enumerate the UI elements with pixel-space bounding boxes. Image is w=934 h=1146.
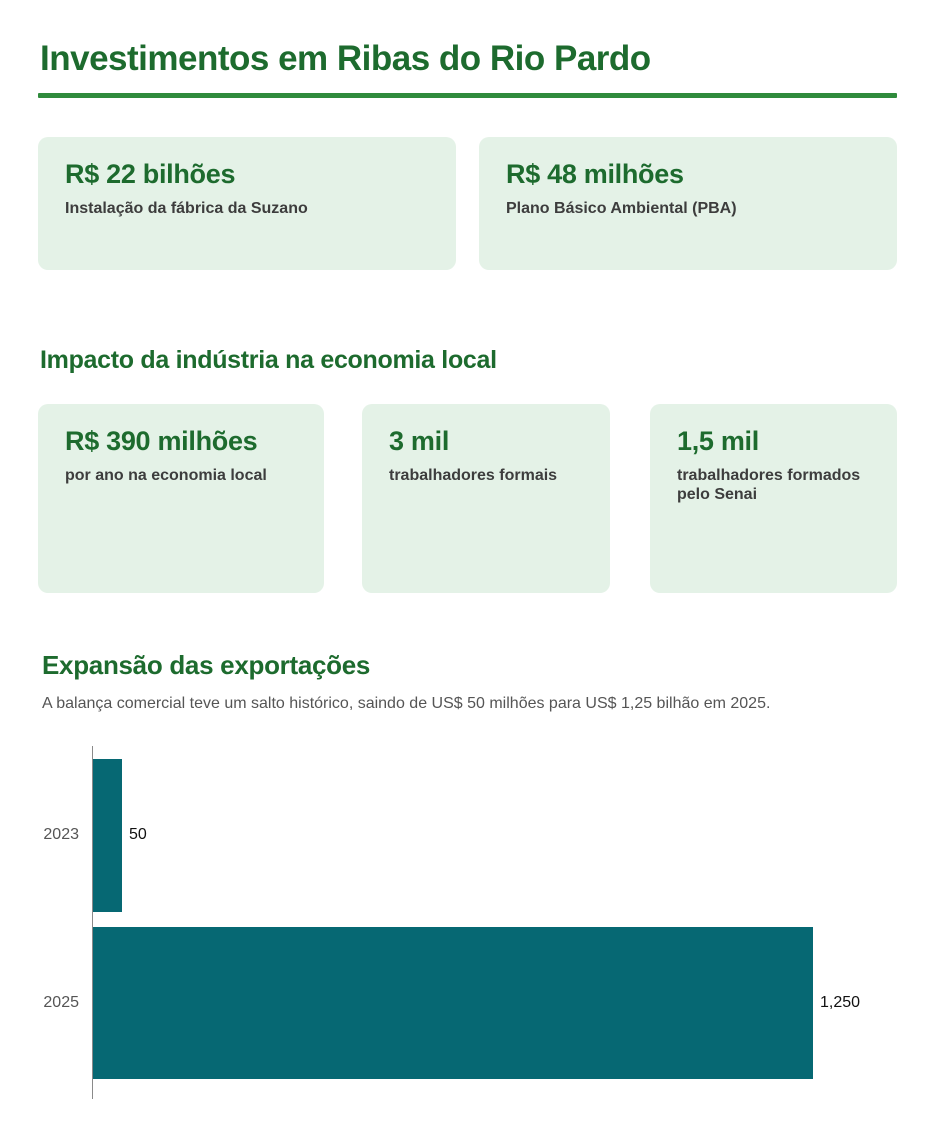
chart-row-2025: 2025 1,250 (38, 926, 897, 1079)
card-value: R$ 390 milhões (65, 426, 258, 457)
card-value: R$ 22 bilhões (65, 158, 236, 189)
card-label: por ano na economia local (65, 467, 267, 485)
card-value: 3 mil (389, 426, 450, 457)
investment-cards-row: R$ 22 bilhões Instalação da fábrica da S… (38, 136, 897, 270)
impact-section-heading: Impacto da indústria na economia local (40, 345, 497, 374)
exports-bar-chart: 2023 50 2025 1,250 (38, 745, 897, 1099)
card-label: Plano Básico Ambiental (PBA) (506, 199, 737, 217)
chart-bar-2025 (93, 926, 813, 1079)
chart-category-label: 2025 (43, 993, 79, 1011)
exports-subtitle: A balança comercial teve um salto histór… (42, 695, 771, 713)
infographic-page: Investimentos em Ribas do Rio Pardo R$ 2… (0, 39, 934, 1099)
chart-bar-2023 (93, 758, 122, 912)
chart-axis-line (92, 745, 93, 1099)
impact-card-senai: 1,5 mil trabalhadores formados pelo Sena… (650, 404, 897, 594)
impact-card-economy: R$ 390 milhões por ano na economia local (38, 404, 324, 594)
page-title: Investimentos em Ribas do Rio Pardo (40, 39, 651, 78)
card-value: 1,5 mil (677, 426, 759, 457)
chart-value-label: 1,250 (820, 993, 861, 1011)
investment-card-suzano: R$ 22 bilhões Instalação da fábrica da S… (38, 136, 456, 270)
chart-category-label: 2023 (43, 826, 79, 844)
exports-section-heading: Expansão das exportações (42, 650, 371, 681)
investment-card-pba: R$ 48 milhões Plano Básico Ambiental (PB… (479, 136, 897, 270)
card-value: R$ 48 milhões (506, 158, 684, 189)
impact-cards-row: R$ 390 milhões por ano na economia local… (38, 404, 897, 594)
title-divider (38, 92, 897, 98)
card-label: Instalação da fábrica da Suzano (65, 199, 308, 217)
card-label: trabalhadores formais (389, 467, 558, 485)
chart-value-label: 50 (129, 826, 147, 844)
chart-row-2023: 2023 50 (38, 758, 897, 912)
impact-card-workers: 3 mil trabalhadores formais (362, 404, 610, 594)
card-label: trabalhadores formados pelo Senai (677, 467, 861, 504)
